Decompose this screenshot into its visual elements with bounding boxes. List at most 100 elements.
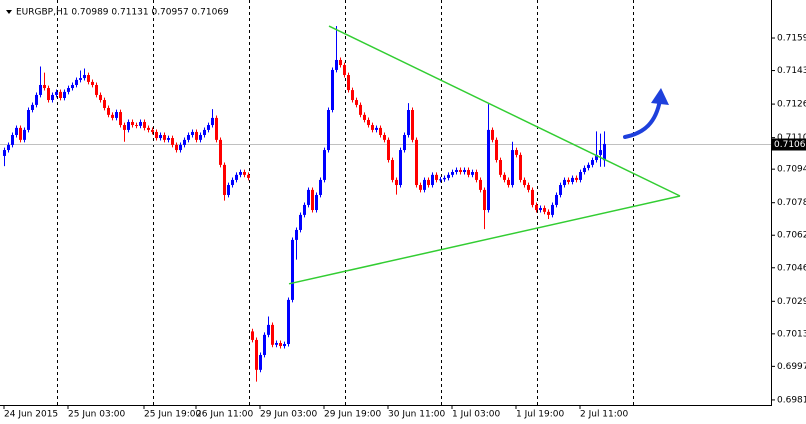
candle-body [403, 135, 406, 151]
candle-body [287, 299, 290, 345]
candle-body [451, 172, 454, 175]
candle-body [427, 179, 430, 186]
candle-body [527, 185, 530, 190]
candle-body [547, 211, 550, 215]
candle-body [579, 172, 582, 180]
candle-body [491, 129, 494, 140]
candle-body [587, 164, 590, 168]
candle-body [155, 131, 158, 139]
candle-body [339, 59, 342, 66]
candle-body [95, 84, 98, 95]
annotation-arrow [623, 98, 662, 139]
candle-body [475, 172, 478, 180]
candle-body [483, 189, 486, 211]
candle-body [307, 189, 310, 205]
x-tick-label: 24 Jun 2015 [4, 410, 58, 420]
candle-body [351, 90, 354, 101]
candle-body [275, 342, 278, 345]
candle-body [563, 179, 566, 186]
candle-body [319, 179, 322, 195]
candle-body [495, 139, 498, 161]
candle-body [19, 127, 22, 140]
candle-body [315, 194, 318, 211]
candle-body [223, 164, 226, 195]
candle-body [335, 59, 338, 70]
candle-body [559, 185, 562, 195]
candle-body [139, 121, 142, 126]
current-price-label: 0.71069 [774, 140, 806, 150]
candle-body [359, 104, 362, 115]
candle-body [227, 185, 230, 195]
candle-body [455, 169, 458, 173]
candle-body [211, 117, 214, 126]
candle-body [171, 138, 174, 145]
candle-body [159, 135, 162, 139]
candle-body [387, 139, 390, 161]
candle-body [163, 135, 166, 140]
trendline [328, 25, 681, 197]
candle-body [279, 342, 282, 347]
candle-body [295, 229, 298, 240]
candle-body [31, 104, 34, 110]
candle-body [147, 127, 150, 130]
candle-body [15, 127, 18, 135]
candle-body [199, 135, 202, 140]
candle-body [391, 160, 394, 180]
candle-body [79, 78, 82, 80]
candle-body [151, 129, 154, 132]
candle-body [515, 150, 518, 155]
candle-body [27, 109, 30, 130]
candle-body [183, 139, 186, 145]
candle-body [115, 112, 118, 118]
chart-header: EURGBP,H1 0.70989 0.71131 0.70957 0.7106… [16, 8, 229, 18]
candle-body [91, 81, 94, 85]
candle-body [207, 125, 210, 130]
x-tick-label: 29 Jun 03:00 [260, 410, 317, 420]
trendline [288, 195, 681, 285]
candle-body [67, 88, 70, 92]
x-tick-label: 1 Jul 03:00 [452, 410, 501, 420]
candle-body [71, 84, 74, 89]
candle-body [543, 207, 546, 212]
candle-body [551, 204, 554, 215]
candle-body [103, 100, 106, 108]
candle-body [119, 112, 122, 126]
candle-body [143, 121, 146, 128]
current-price-box [772, 138, 806, 151]
candle-body [523, 179, 526, 186]
candle-body [355, 100, 358, 105]
x-tick-label: 26 Jun 11:00 [196, 410, 253, 420]
candle-body [175, 144, 178, 151]
candle-body [575, 177, 578, 180]
candle-body [243, 172, 246, 175]
candle-body [7, 144, 10, 151]
candle-body [535, 204, 538, 211]
candle-body [255, 339, 258, 370]
y-tick-label: 0.69810 [777, 395, 806, 405]
candle-body [87, 75, 90, 82]
candle-body [567, 179, 570, 182]
candle-body [471, 172, 474, 175]
candle-body [191, 131, 194, 135]
candle-body [63, 91, 66, 98]
marks-layer [3, 25, 681, 382]
candle-body [291, 239, 294, 300]
y-tick-label: 0.70945 [777, 165, 806, 175]
candle-body [379, 127, 382, 135]
candle-body [219, 139, 222, 165]
x-tick-label: 2 Jul 11:00 [580, 410, 629, 420]
candle-body [507, 179, 510, 186]
menu-icon[interactable] [6, 10, 12, 14]
candle-body [123, 125, 126, 130]
candle-body [167, 138, 170, 140]
candle-body [43, 84, 46, 89]
x-tick-label: 25 Jun 03:00 [68, 410, 125, 420]
candle-body [39, 84, 42, 95]
candle-body [55, 91, 58, 95]
